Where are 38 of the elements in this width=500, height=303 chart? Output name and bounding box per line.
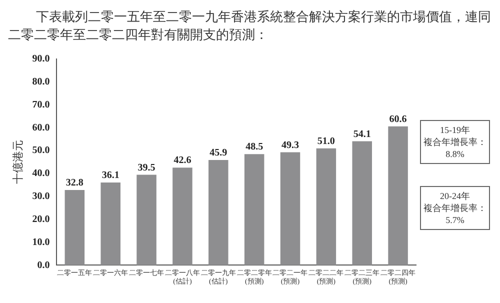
bar [280, 152, 300, 266]
text: 5.7% [444, 214, 466, 226]
data-label: 42.6 [174, 155, 192, 166]
y-tick-label: 50.0 [32, 145, 50, 156]
data-label: 32.8 [66, 178, 84, 189]
chart-title: 下表載列二零一五年至二零一九年香港系統整合解決方案行業的市場價值，連同二零二零年至二零二四年對有關開支的預測： [8, 8, 492, 44]
text: 20-24年 [439, 190, 471, 202]
bar [208, 160, 228, 266]
bar [244, 154, 264, 266]
data-label: 51.0 [317, 136, 335, 147]
y-tick-label: 90.0 [32, 54, 50, 65]
data-label: 45.9 [210, 148, 228, 159]
data-label: 49.3 [281, 140, 299, 151]
y-tick-label: 0.0 [37, 260, 50, 271]
text: 8.8% [444, 148, 466, 160]
data-label: 48.5 [246, 142, 264, 153]
bar [352, 141, 372, 266]
y-tick-label: 20.0 [32, 214, 50, 225]
data-label: 60.6 [389, 114, 407, 125]
bar [136, 174, 156, 266]
y-tick-label: 30.0 [32, 191, 50, 202]
bar [388, 126, 408, 266]
data-label: 39.5 [138, 162, 156, 174]
text: 複合年增長率： [423, 202, 487, 214]
data-label: 36.1 [102, 170, 120, 182]
bar [316, 148, 336, 266]
y-tick-label: 70.0 [32, 99, 50, 110]
data-label: 54.1 [353, 128, 371, 140]
y-tick-label: 60.0 [32, 122, 50, 134]
text: 複合年增長率： [423, 136, 487, 148]
y-axis-title: 十億港元 [11, 140, 24, 184]
y-tick-label: 40.0 [32, 168, 50, 180]
bar [64, 190, 85, 266]
y-tick-label: 10.0 [32, 236, 50, 248]
bar [100, 182, 120, 266]
y-tick-label: 80.0 [32, 76, 50, 88]
bar [172, 168, 192, 266]
text: 15-19年 [439, 124, 471, 136]
